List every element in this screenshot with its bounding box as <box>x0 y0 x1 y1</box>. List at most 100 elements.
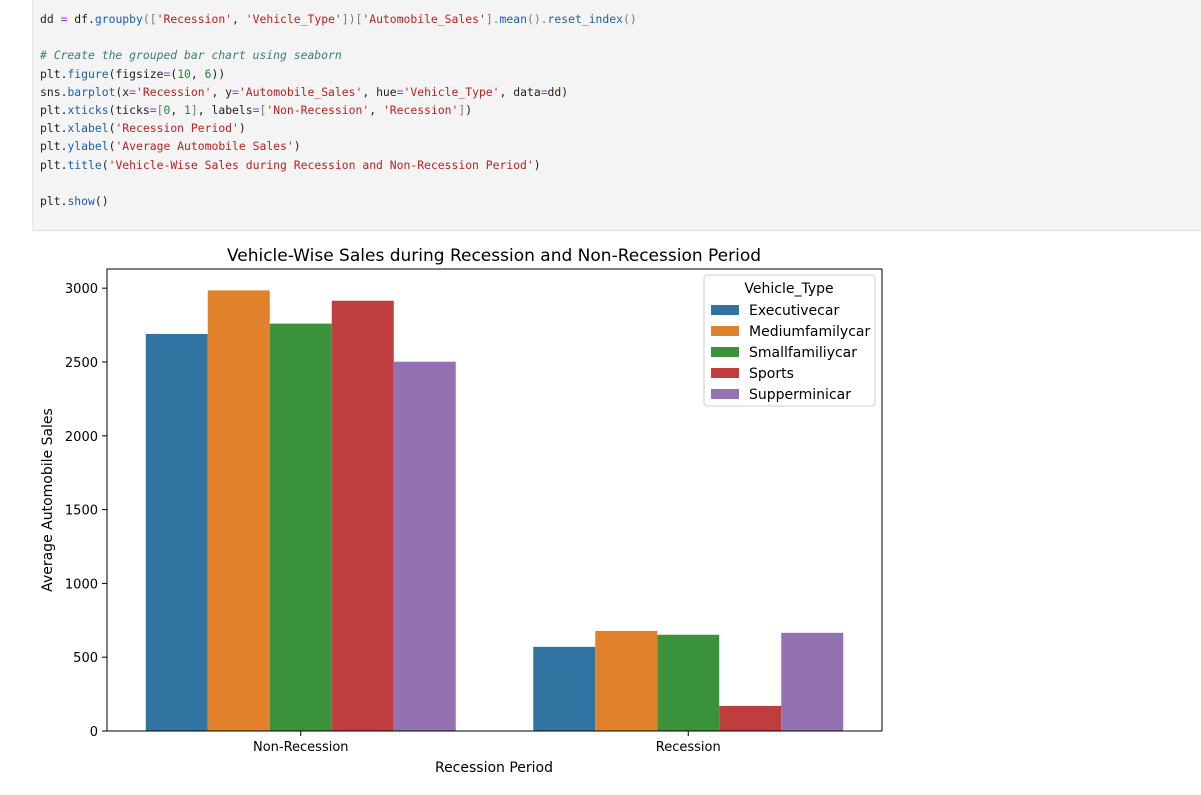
code-line: dd = df.groupby(['Recession', 'Vehicle_T… <box>40 10 637 28</box>
bar-executivecar-non-recession <box>145 333 208 731</box>
code-line <box>40 174 637 192</box>
bar-chart: Vehicle-Wise Sales during Recession and … <box>40 246 883 776</box>
plot-frame <box>106 268 883 732</box>
code-line: plt.ylabel('Average Automobile Sales') <box>40 137 637 155</box>
y-tick-label: 2000 <box>65 430 98 445</box>
code-token: mean <box>499 12 527 26</box>
code-token: ( <box>108 139 116 154</box>
code-line: plt.figure(figsize=(10, 6)) <box>40 65 637 83</box>
legend: Vehicle_Type Executivecar Mediumfamilycar… <box>703 274 876 407</box>
code-token: plt. <box>40 66 68 81</box>
code-line: plt.show() <box>40 192 637 210</box>
code-token: ) <box>238 121 246 136</box>
y-tick-label: 0 <box>90 725 98 740</box>
code-cell[interactable]: dd = df.groupby ( [ 'Recession', 'Vehicle_T… <box>32 0 1201 231</box>
bar-supperminicar-non-recession <box>393 361 456 731</box>
y-tick-label: 500 <box>73 651 98 666</box>
bar-sports-non-recession <box>331 300 394 731</box>
code-token: ) <box>293 139 301 154</box>
legend-label: Sports <box>749 366 794 382</box>
code-token: dd <box>40 12 61 26</box>
legend-swatch <box>711 368 739 378</box>
code-line: plt.xlabel('Recession Period') <box>40 119 637 137</box>
code-token: , y <box>211 84 233 99</box>
code-token: plt. <box>40 193 68 208</box>
code-token: plt. <box>40 139 68 154</box>
code-token: (ticks <box>108 102 150 117</box>
cell-output: Vehicle-Wise Sales during Recession and … <box>0 232 900 795</box>
code-token: 'Automobile_Sales' <box>238 84 363 99</box>
y-tick-label: 3000 <box>65 282 98 297</box>
code-token: = <box>149 102 157 117</box>
code-token: ylabel <box>67 139 109 154</box>
legend-swatch <box>711 326 739 336</box>
code-token: ] <box>190 102 198 117</box>
code-line: sns.barplot(x='Recession', y='Automobile… <box>40 83 637 101</box>
code-token: 10 <box>177 66 191 81</box>
x-tick-label: Non-Recession <box>253 740 349 755</box>
code-token: 'Automobile_Sales' <box>362 12 486 26</box>
legend-label: Executivecar <box>749 303 839 319</box>
bar-mediumfamilycar-recession <box>595 630 658 731</box>
code-editor[interactable]: dd = df.groupby ( [ 'Recession', 'Vehicle_T… <box>40 10 637 210</box>
code-token: = <box>232 84 239 99</box>
code-token: 'Vehicle_Type' <box>403 84 500 99</box>
legend-swatch <box>711 389 739 399</box>
code-token: 'Recession' <box>382 102 459 117</box>
code-token: df. <box>67 12 95 26</box>
code-token: , <box>170 102 185 117</box>
code-token: show <box>67 193 95 208</box>
code-token: xlabel <box>67 121 109 136</box>
code-token: () <box>622 12 637 26</box>
code-token: 'Vehicle_Type' <box>245 12 342 26</box>
code-token: plt. <box>40 121 68 136</box>
code-token: xticks <box>67 102 109 117</box>
bar-mediumfamilycar-non-recession <box>207 290 270 731</box>
code-line <box>40 28 637 46</box>
code-token: ])[ <box>341 12 363 26</box>
y-tick-label: 1500 <box>65 504 98 519</box>
bar-smallfamiliycar-recession <box>657 634 720 731</box>
y-tick-label: 1000 <box>65 577 98 592</box>
code-token: [ <box>259 102 267 117</box>
bar-smallfamiliycar-non-recession <box>269 323 332 731</box>
code-token: (figsize <box>108 66 164 81</box>
code-token: ] <box>458 102 466 117</box>
legend-label: Supperminicar <box>749 387 851 403</box>
code-token: barplot <box>67 84 116 99</box>
code-token: = <box>129 84 137 99</box>
code-token: = <box>163 66 171 81</box>
bar-executivecar-recession <box>533 646 596 731</box>
chart-title: Vehicle-Wise Sales during Recession and … <box>227 246 761 266</box>
code-token: [ <box>156 102 164 117</box>
code-token: = <box>540 84 548 99</box>
code-token: ( <box>170 66 178 81</box>
code-token: groupby <box>94 12 143 26</box>
code-token: ]. <box>485 12 500 26</box>
code-token: , <box>369 102 383 117</box>
code-token: title <box>67 157 102 172</box>
code-token: reset_index <box>547 12 623 26</box>
code-token: sns. <box>40 84 68 99</box>
code-token: figure <box>67 66 109 81</box>
code-line: # Create the grouped bar chart using sea… <box>40 46 637 64</box>
code-token: 1 <box>184 102 191 117</box>
code-token: ( <box>101 157 109 172</box>
code-token: ) <box>533 157 541 172</box>
code-token: 'Average Automobile Sales' <box>115 139 294 154</box>
code-token: () <box>94 193 109 208</box>
legend-label: Mediumfamilycar <box>749 324 870 340</box>
code-token: , <box>232 12 246 26</box>
code-token: 'Recession Period' <box>115 121 239 136</box>
code-token: dd) <box>547 84 569 99</box>
code-token: 'Non-Recession' <box>266 102 370 117</box>
code-token: , <box>190 66 205 81</box>
code-token: # Create the grouped bar chart using sea… <box>40 48 342 63</box>
legend-swatch <box>711 305 739 315</box>
code-token: ( <box>108 121 116 136</box>
code-token: plt. <box>40 102 68 117</box>
code-token: plt. <box>40 157 68 172</box>
y-axis-label: Average Automobile Sales <box>40 408 56 592</box>
legend-label: Smallfamiliycar <box>749 345 857 361</box>
x-tick-label: Recession <box>656 740 721 755</box>
